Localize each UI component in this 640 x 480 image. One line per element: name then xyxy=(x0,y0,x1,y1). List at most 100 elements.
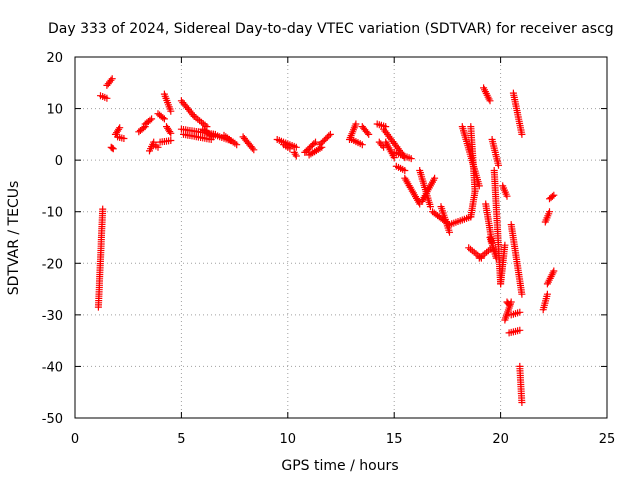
data-point-markers xyxy=(290,148,300,160)
data-point-markers xyxy=(103,75,116,89)
data-point-markers xyxy=(280,141,294,153)
data-point-markers xyxy=(516,362,526,406)
data-series-segment xyxy=(316,130,334,149)
data-series-segment xyxy=(280,141,294,153)
data-point-markers xyxy=(390,148,415,163)
data-series-segment xyxy=(150,141,162,151)
x-axis-label: GPS time / hours xyxy=(281,458,398,474)
y-tick-label: -20 xyxy=(42,257,63,272)
data-point-markers xyxy=(111,124,124,138)
x-tick-label: 10 xyxy=(280,432,297,447)
data-series-segment xyxy=(220,131,241,149)
data-series-segment xyxy=(437,203,453,236)
y-tick-label: 0 xyxy=(55,154,63,169)
data-point-markers xyxy=(156,137,175,146)
grid xyxy=(75,57,607,418)
data-point-markers xyxy=(458,123,483,190)
data-series-segment xyxy=(401,174,424,208)
data-series-segment xyxy=(507,308,524,319)
data-series-segment xyxy=(239,133,258,154)
data-series-segment xyxy=(539,290,551,314)
data-point-markers xyxy=(507,221,526,298)
data-point-markers xyxy=(160,90,175,115)
y-tick-label: -40 xyxy=(42,360,63,375)
data-point-markers xyxy=(316,130,334,149)
data-point-markers xyxy=(239,133,258,154)
data-series-segment xyxy=(111,124,124,138)
x-axis-ticks: 0 5 10 15 20 25 xyxy=(71,57,615,447)
data-series-segment xyxy=(190,112,211,131)
data-series-segment xyxy=(348,136,366,149)
data-point-markers xyxy=(507,308,524,319)
data-series-segment xyxy=(114,133,128,142)
data-point-markers xyxy=(358,123,373,138)
data-point-markers xyxy=(437,203,453,236)
data-point-markers xyxy=(499,182,511,200)
data-series-segment xyxy=(488,136,502,169)
data-point-markers xyxy=(465,244,485,262)
data-series-segment xyxy=(465,244,485,262)
data-series-segment xyxy=(392,162,409,174)
data-series-segment xyxy=(390,148,415,163)
data-series-segment xyxy=(507,221,526,298)
data-point-markers xyxy=(503,298,513,308)
data-point-markers xyxy=(480,84,494,105)
data-point-markers xyxy=(114,133,128,142)
data-series-segment xyxy=(305,143,326,159)
data-series-segment xyxy=(160,90,175,115)
data-point-markers xyxy=(541,208,553,226)
data-series-segment xyxy=(154,110,168,123)
data-series-segment xyxy=(480,84,494,105)
data-series-segment xyxy=(375,138,388,151)
data-series-segment xyxy=(103,75,116,89)
x-tick-label: 15 xyxy=(386,432,403,447)
data-point-markers xyxy=(305,143,326,159)
data-series-segment xyxy=(543,267,558,288)
data-point-markers xyxy=(141,115,156,128)
data-point-markers xyxy=(497,241,509,288)
data-series-segment xyxy=(509,89,526,138)
data-series-segment xyxy=(541,208,553,226)
data-series-segment xyxy=(107,143,117,153)
data-series-segment xyxy=(156,137,175,146)
data-series-segment xyxy=(458,123,483,190)
data-point-markers xyxy=(348,136,366,149)
y-tick-label: 20 xyxy=(46,51,63,66)
data-series-segment xyxy=(497,241,509,288)
data-point-markers xyxy=(177,97,198,120)
data-series-segment xyxy=(163,123,175,137)
data-point-markers xyxy=(446,213,475,229)
y-axis-label: SDTVAR / TECUs xyxy=(6,181,22,296)
y-tick-label: 10 xyxy=(46,103,63,118)
data-point-markers xyxy=(150,141,162,151)
data-series-segment xyxy=(141,115,156,128)
chart-title: Day 333 of 2024, Sidereal Day-to-day VTE… xyxy=(48,21,614,37)
data-point-markers xyxy=(401,174,424,208)
data-point-markers xyxy=(220,131,241,149)
y-tick-label: -10 xyxy=(42,206,63,221)
data-series-segment xyxy=(97,92,111,102)
x-tick-label: 20 xyxy=(492,432,509,447)
data-point-markers xyxy=(392,162,409,174)
data-point-markers xyxy=(94,205,107,311)
data-point-markers xyxy=(546,191,558,203)
x-tick-label: 0 xyxy=(71,432,79,447)
data-point-markers xyxy=(97,92,111,102)
data-point-markers xyxy=(301,138,319,156)
data-series-segment xyxy=(94,205,107,311)
plot-frame xyxy=(74,56,608,419)
data-points xyxy=(94,75,558,406)
data-point-markers xyxy=(509,89,526,138)
data-series-segment xyxy=(180,130,215,143)
x-tick-label: 5 xyxy=(177,432,185,447)
data-point-markers xyxy=(163,123,175,137)
y-tick-label: -50 xyxy=(42,412,63,427)
x-tick-label: 25 xyxy=(599,432,616,447)
data-series-segment xyxy=(516,362,526,406)
data-series-segment xyxy=(177,97,198,120)
data-point-markers xyxy=(543,267,558,288)
y-tick-label: -30 xyxy=(42,309,63,324)
data-point-markers xyxy=(488,136,502,169)
data-point-markers xyxy=(418,174,439,205)
data-series-segment xyxy=(290,148,300,160)
